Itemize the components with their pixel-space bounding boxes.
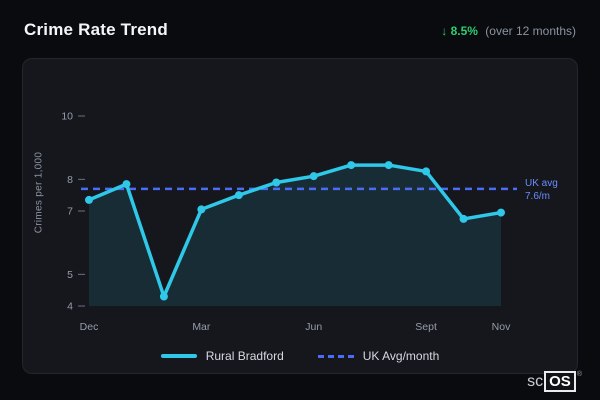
svg-text:5: 5 bbox=[67, 269, 73, 281]
legend-item-uk-avg[interactable]: UK Avg/month bbox=[317, 349, 440, 363]
svg-text:4: 4 bbox=[67, 301, 73, 313]
svg-text:10: 10 bbox=[61, 111, 73, 123]
svg-text:Sept: Sept bbox=[415, 321, 437, 333]
chart-legend: Rural Bradford UK Avg/month bbox=[23, 349, 577, 363]
down-arrow-icon: ↓ bbox=[441, 24, 448, 38]
trend-indicator: ↓ 8.5% (over 12 months) bbox=[441, 24, 576, 38]
scos-logo: sc OS ® bbox=[527, 371, 582, 392]
legend-label: UK Avg/month bbox=[362, 349, 440, 363]
svg-text:7.6/m: 7.6/m bbox=[525, 191, 550, 202]
registered-trademark-icon: ® bbox=[576, 371, 582, 378]
y-axis-label: Crimes per 1,000 bbox=[33, 151, 45, 234]
svg-text:7: 7 bbox=[67, 206, 73, 218]
logo-prefix: sc bbox=[527, 372, 544, 390]
svg-text:Mar: Mar bbox=[192, 321, 211, 333]
legend-label: Rural Bradford bbox=[205, 349, 284, 363]
trend-period-note: (over 12 months) bbox=[485, 24, 576, 38]
svg-text:UK avg: UK avg bbox=[525, 178, 558, 189]
page-header: Crime Rate Trend ↓ 8.5% (over 12 months) bbox=[0, 0, 600, 52]
svg-text:Jun: Jun bbox=[305, 321, 322, 333]
chart-card: Crimes per 1,000 4 5 7 8 10 Dec Mar Jun Sept Nov U… bbox=[22, 58, 578, 374]
solid-line-swatch-icon bbox=[160, 354, 197, 358]
svg-text:Dec: Dec bbox=[80, 321, 99, 333]
svg-text:8: 8 bbox=[67, 174, 73, 186]
trend-delta-value: 8.5% bbox=[450, 24, 478, 38]
logo-boxed-text: OS bbox=[544, 371, 576, 392]
dashed-line-swatch-icon bbox=[317, 354, 354, 358]
legend-item-rural-bradford[interactable]: Rural Bradford bbox=[160, 349, 284, 363]
page-title: Crime Rate Trend bbox=[24, 20, 168, 39]
svg-text:Nov: Nov bbox=[492, 321, 511, 333]
crime-trend-chart: 4 5 7 8 10 Dec Mar Jun Sept Nov UK avg 7.6/m bbox=[61, 111, 558, 334]
